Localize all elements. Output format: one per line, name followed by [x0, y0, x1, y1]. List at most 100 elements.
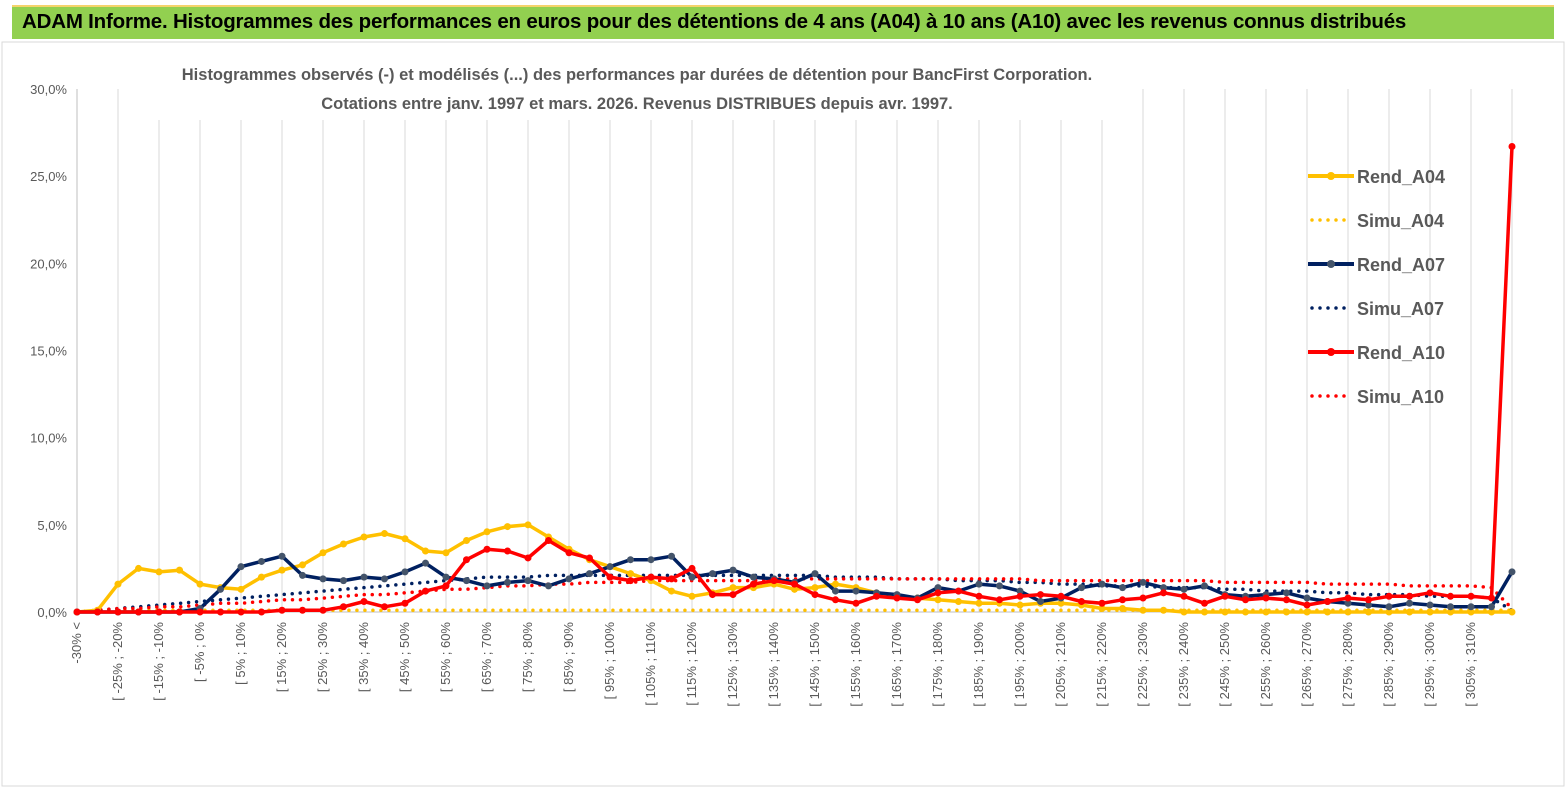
- title-background: [150, 60, 1125, 120]
- data-point: [545, 582, 552, 590]
- x-tick-label: [ 255% ; 260%: [1258, 622, 1273, 707]
- legend-marker: [1327, 348, 1335, 356]
- chart-title-line-1: Histogrammes observés (-) et modélisés (…: [182, 66, 1092, 84]
- legend-item: Simu_A07: [1310, 299, 1444, 319]
- data-point: [340, 577, 347, 585]
- data-point: [647, 556, 655, 564]
- data-point: [1365, 608, 1372, 616]
- data-point: [668, 587, 675, 595]
- legend-label: Rend_A07: [1357, 255, 1445, 275]
- x-tick-label: [ 115% ; 120%: [684, 622, 699, 706]
- data-point: [278, 566, 286, 574]
- data-point: [1324, 608, 1331, 616]
- data-point: [483, 545, 491, 553]
- data-point: [852, 587, 860, 595]
- data-point: [1283, 589, 1290, 597]
- x-tick-label: -30% <: [69, 622, 84, 664]
- data-point: [237, 563, 245, 571]
- data-point: [1303, 608, 1311, 616]
- x-tick-label: [ -25% ; -20%: [110, 622, 125, 701]
- data-point: [1303, 594, 1311, 602]
- data-point: [299, 561, 306, 569]
- data-point: [319, 575, 327, 583]
- data-point: [1324, 598, 1331, 606]
- data-point: [1303, 601, 1311, 609]
- data-point: [237, 608, 245, 616]
- data-point: [1078, 584, 1085, 592]
- data-point: [1119, 584, 1126, 592]
- x-tick-label: [ 175% ; 180%: [930, 622, 945, 707]
- data-point: [1098, 580, 1106, 588]
- data-point: [1119, 605, 1126, 613]
- data-point: [483, 582, 491, 590]
- data-point: [996, 582, 1003, 590]
- data-point: [442, 582, 450, 590]
- data-point: [1221, 592, 1229, 600]
- data-point: [1016, 601, 1024, 609]
- x-tick-label: [ 75% ; 80%: [520, 622, 535, 693]
- legend-marker: [1327, 172, 1335, 180]
- chart-legend: Rend_A04 Simu_A04 Rend_A07 Simu_A07 Rend_A10…: [1308, 167, 1445, 407]
- x-tick-label: [ 125% ; 130%: [725, 622, 740, 707]
- data-point: [135, 564, 142, 572]
- data-point: [1426, 608, 1434, 616]
- series-rend-a10: [73, 143, 1516, 616]
- data-point: [791, 585, 798, 593]
- data-point: [1344, 599, 1352, 607]
- data-point: [319, 549, 327, 557]
- data-point: [1447, 603, 1454, 611]
- data-point: [791, 580, 798, 588]
- data-point: [422, 587, 429, 595]
- data-point: [340, 603, 347, 611]
- data-point: [1426, 589, 1434, 597]
- data-point: [688, 564, 696, 572]
- chart-series: [73, 143, 1516, 616]
- x-tick-label: [ 145% ; 150%: [807, 622, 822, 707]
- data-point: [1406, 592, 1413, 600]
- data-point: [1365, 596, 1372, 604]
- data-point: [258, 573, 265, 581]
- data-point: [1180, 592, 1188, 600]
- x-tick-label: [ 55% ; 60%: [438, 622, 453, 693]
- data-point: [586, 570, 593, 578]
- x-tick-label: [ 65% ; 70%: [479, 622, 494, 693]
- data-point: [729, 584, 737, 592]
- x-tick-label: [ 275% ; 280%: [1340, 622, 1355, 707]
- data-point: [1426, 601, 1434, 609]
- data-point: [155, 568, 163, 576]
- data-point: [832, 580, 839, 588]
- chart-title-group: Histogrammes observés (-) et modélisés (…: [150, 60, 1125, 120]
- x-tick-label: [ 235% ; 240%: [1176, 622, 1191, 707]
- data-point: [750, 580, 757, 588]
- data-point: [442, 549, 450, 557]
- legend-label: Rend_A10: [1357, 343, 1445, 363]
- data-point: [1057, 599, 1065, 607]
- x-tick-label: [ 15% ; 20%: [274, 622, 289, 693]
- x-tick-label: [ 215% ; 220%: [1094, 622, 1109, 707]
- data-point: [1488, 594, 1495, 602]
- data-point: [770, 577, 778, 585]
- data-point: [934, 596, 942, 604]
- x-tick-label: [ 35% ; 40%: [356, 622, 371, 693]
- x-tick-label: [ 185% ; 190%: [971, 622, 986, 707]
- data-point: [360, 598, 368, 606]
- data-point: [73, 608, 81, 616]
- data-point: [524, 554, 532, 562]
- data-point: [627, 577, 634, 585]
- data-point: [975, 592, 983, 600]
- data-point: [422, 547, 429, 555]
- data-point: [606, 563, 614, 571]
- data-point: [688, 592, 696, 600]
- legend-item: Rend_A07: [1308, 255, 1445, 275]
- data-point: [299, 571, 306, 579]
- data-point: [975, 580, 983, 588]
- data-point: [1139, 594, 1147, 602]
- data-point: [1344, 608, 1352, 616]
- data-point: [975, 599, 983, 607]
- legend-item: Simu_A10: [1310, 387, 1444, 407]
- y-tick-label: 25,0%: [30, 169, 67, 184]
- y-tick-label: 30,0%: [30, 82, 67, 97]
- x-tick-label: [ 5% ; 10%: [233, 622, 248, 685]
- data-point: [1447, 608, 1454, 616]
- chart-title-line-2: Cotations entre janv. 1997 et mars. 2026…: [321, 95, 953, 113]
